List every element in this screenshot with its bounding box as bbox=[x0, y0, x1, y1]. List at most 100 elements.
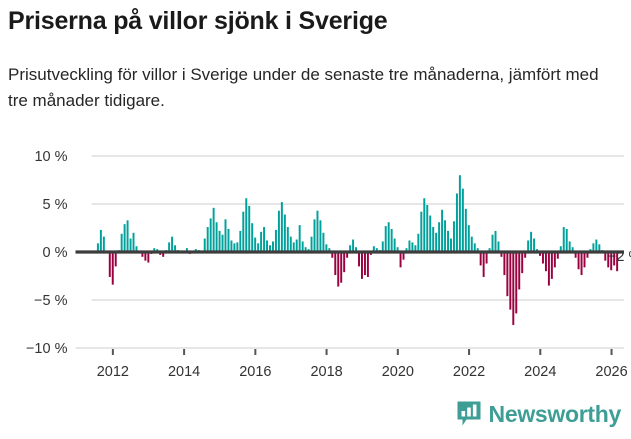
bar bbox=[571, 247, 574, 252]
bar bbox=[277, 210, 280, 252]
bar bbox=[447, 230, 449, 252]
bar bbox=[539, 252, 541, 256]
bar bbox=[405, 248, 408, 252]
bar bbox=[544, 252, 547, 272]
chart-plot-area: 10 % 5 % 0 % −5 % −10 % 2012 2014 2016 2018 2020… bbox=[0, 140, 631, 390]
bar bbox=[393, 238, 396, 252]
bar bbox=[162, 252, 165, 257]
bar bbox=[132, 232, 135, 252]
bar bbox=[286, 227, 289, 252]
bar bbox=[144, 252, 147, 261]
bar bbox=[209, 218, 212, 252]
bar bbox=[541, 252, 544, 264]
bar bbox=[595, 239, 598, 252]
bar bbox=[559, 246, 562, 252]
bar bbox=[482, 252, 485, 277]
bar bbox=[102, 236, 105, 252]
bar bbox=[325, 244, 328, 252]
bar bbox=[289, 236, 292, 252]
bar bbox=[512, 252, 515, 325]
bar bbox=[185, 248, 188, 252]
y-tick-label: 10 % bbox=[34, 149, 67, 165]
bar bbox=[426, 204, 429, 252]
bar bbox=[147, 252, 150, 263]
bar bbox=[313, 219, 316, 252]
bar bbox=[574, 252, 577, 258]
bar bbox=[271, 241, 274, 252]
bar bbox=[577, 252, 580, 270]
bar bbox=[328, 248, 331, 252]
bar bbox=[254, 237, 257, 252]
bar bbox=[168, 242, 171, 252]
bar bbox=[461, 188, 464, 252]
bar bbox=[346, 252, 349, 258]
x-tick-label: 2024 bbox=[524, 364, 556, 380]
bar bbox=[518, 252, 521, 290]
bar bbox=[274, 229, 277, 252]
bar bbox=[476, 248, 479, 252]
bar bbox=[423, 198, 426, 252]
bar bbox=[509, 252, 512, 310]
x-tick-label: 2018 bbox=[310, 364, 342, 380]
bar bbox=[355, 247, 358, 252]
annotation-label: −2 % bbox=[608, 249, 631, 265]
bar bbox=[524, 252, 527, 258]
bar bbox=[298, 225, 301, 252]
newsworthy-wordmark: Newsworthy bbox=[488, 400, 622, 427]
bar bbox=[248, 205, 251, 252]
bar bbox=[334, 252, 337, 276]
bar bbox=[337, 252, 340, 287]
bar bbox=[304, 247, 307, 252]
newsworthy-logo[interactable]: Newsworthy bbox=[456, 400, 621, 428]
bar bbox=[203, 238, 206, 252]
bar bbox=[583, 252, 586, 268]
bar bbox=[361, 252, 363, 279]
bar bbox=[221, 234, 224, 252]
bar bbox=[604, 252, 607, 261]
bar bbox=[491, 234, 494, 252]
bar bbox=[227, 228, 230, 252]
bar bbox=[399, 252, 402, 268]
bar bbox=[358, 252, 360, 267]
chart-footer: Newsworthy bbox=[0, 396, 631, 439]
bar bbox=[420, 211, 423, 252]
bar bbox=[610, 252, 613, 271]
chart-subtitle: Prisutveckling för villor i Sverige unde… bbox=[8, 65, 599, 110]
bar bbox=[402, 252, 405, 260]
bar-chart-svg: 10 % 5 % 0 % −5 % −10 % 2012 2014 2016 2018 2020… bbox=[26, 149, 631, 380]
bar bbox=[500, 252, 503, 257]
bar bbox=[322, 232, 325, 252]
bar bbox=[435, 232, 438, 252]
bar bbox=[438, 222, 441, 252]
bar bbox=[126, 220, 129, 252]
bar bbox=[598, 244, 601, 252]
bar bbox=[458, 175, 461, 252]
bar bbox=[592, 243, 595, 252]
bar bbox=[129, 238, 132, 252]
bar bbox=[206, 227, 209, 252]
bar bbox=[503, 252, 506, 276]
y-tick-label: −10 % bbox=[26, 341, 68, 357]
bar bbox=[283, 214, 286, 252]
x-tick-label: 2022 bbox=[453, 364, 485, 380]
bar bbox=[215, 222, 218, 252]
bar bbox=[224, 219, 227, 252]
bar bbox=[269, 245, 271, 252]
bar bbox=[473, 243, 476, 252]
bar bbox=[432, 227, 435, 252]
bar bbox=[547, 252, 550, 286]
bar bbox=[171, 236, 174, 252]
bar bbox=[444, 220, 447, 252]
page-title: Priserna på villor sjönk i Sverige bbox=[8, 7, 388, 35]
bar bbox=[479, 252, 482, 266]
bar bbox=[441, 209, 444, 252]
bar bbox=[363, 252, 366, 276]
bar bbox=[553, 252, 556, 268]
bar bbox=[417, 233, 420, 252]
bar bbox=[562, 227, 565, 252]
y-tick-label: 0 % bbox=[43, 245, 68, 261]
bar bbox=[153, 248, 156, 252]
bar bbox=[414, 245, 417, 252]
bar bbox=[263, 227, 266, 252]
bar bbox=[230, 240, 233, 252]
